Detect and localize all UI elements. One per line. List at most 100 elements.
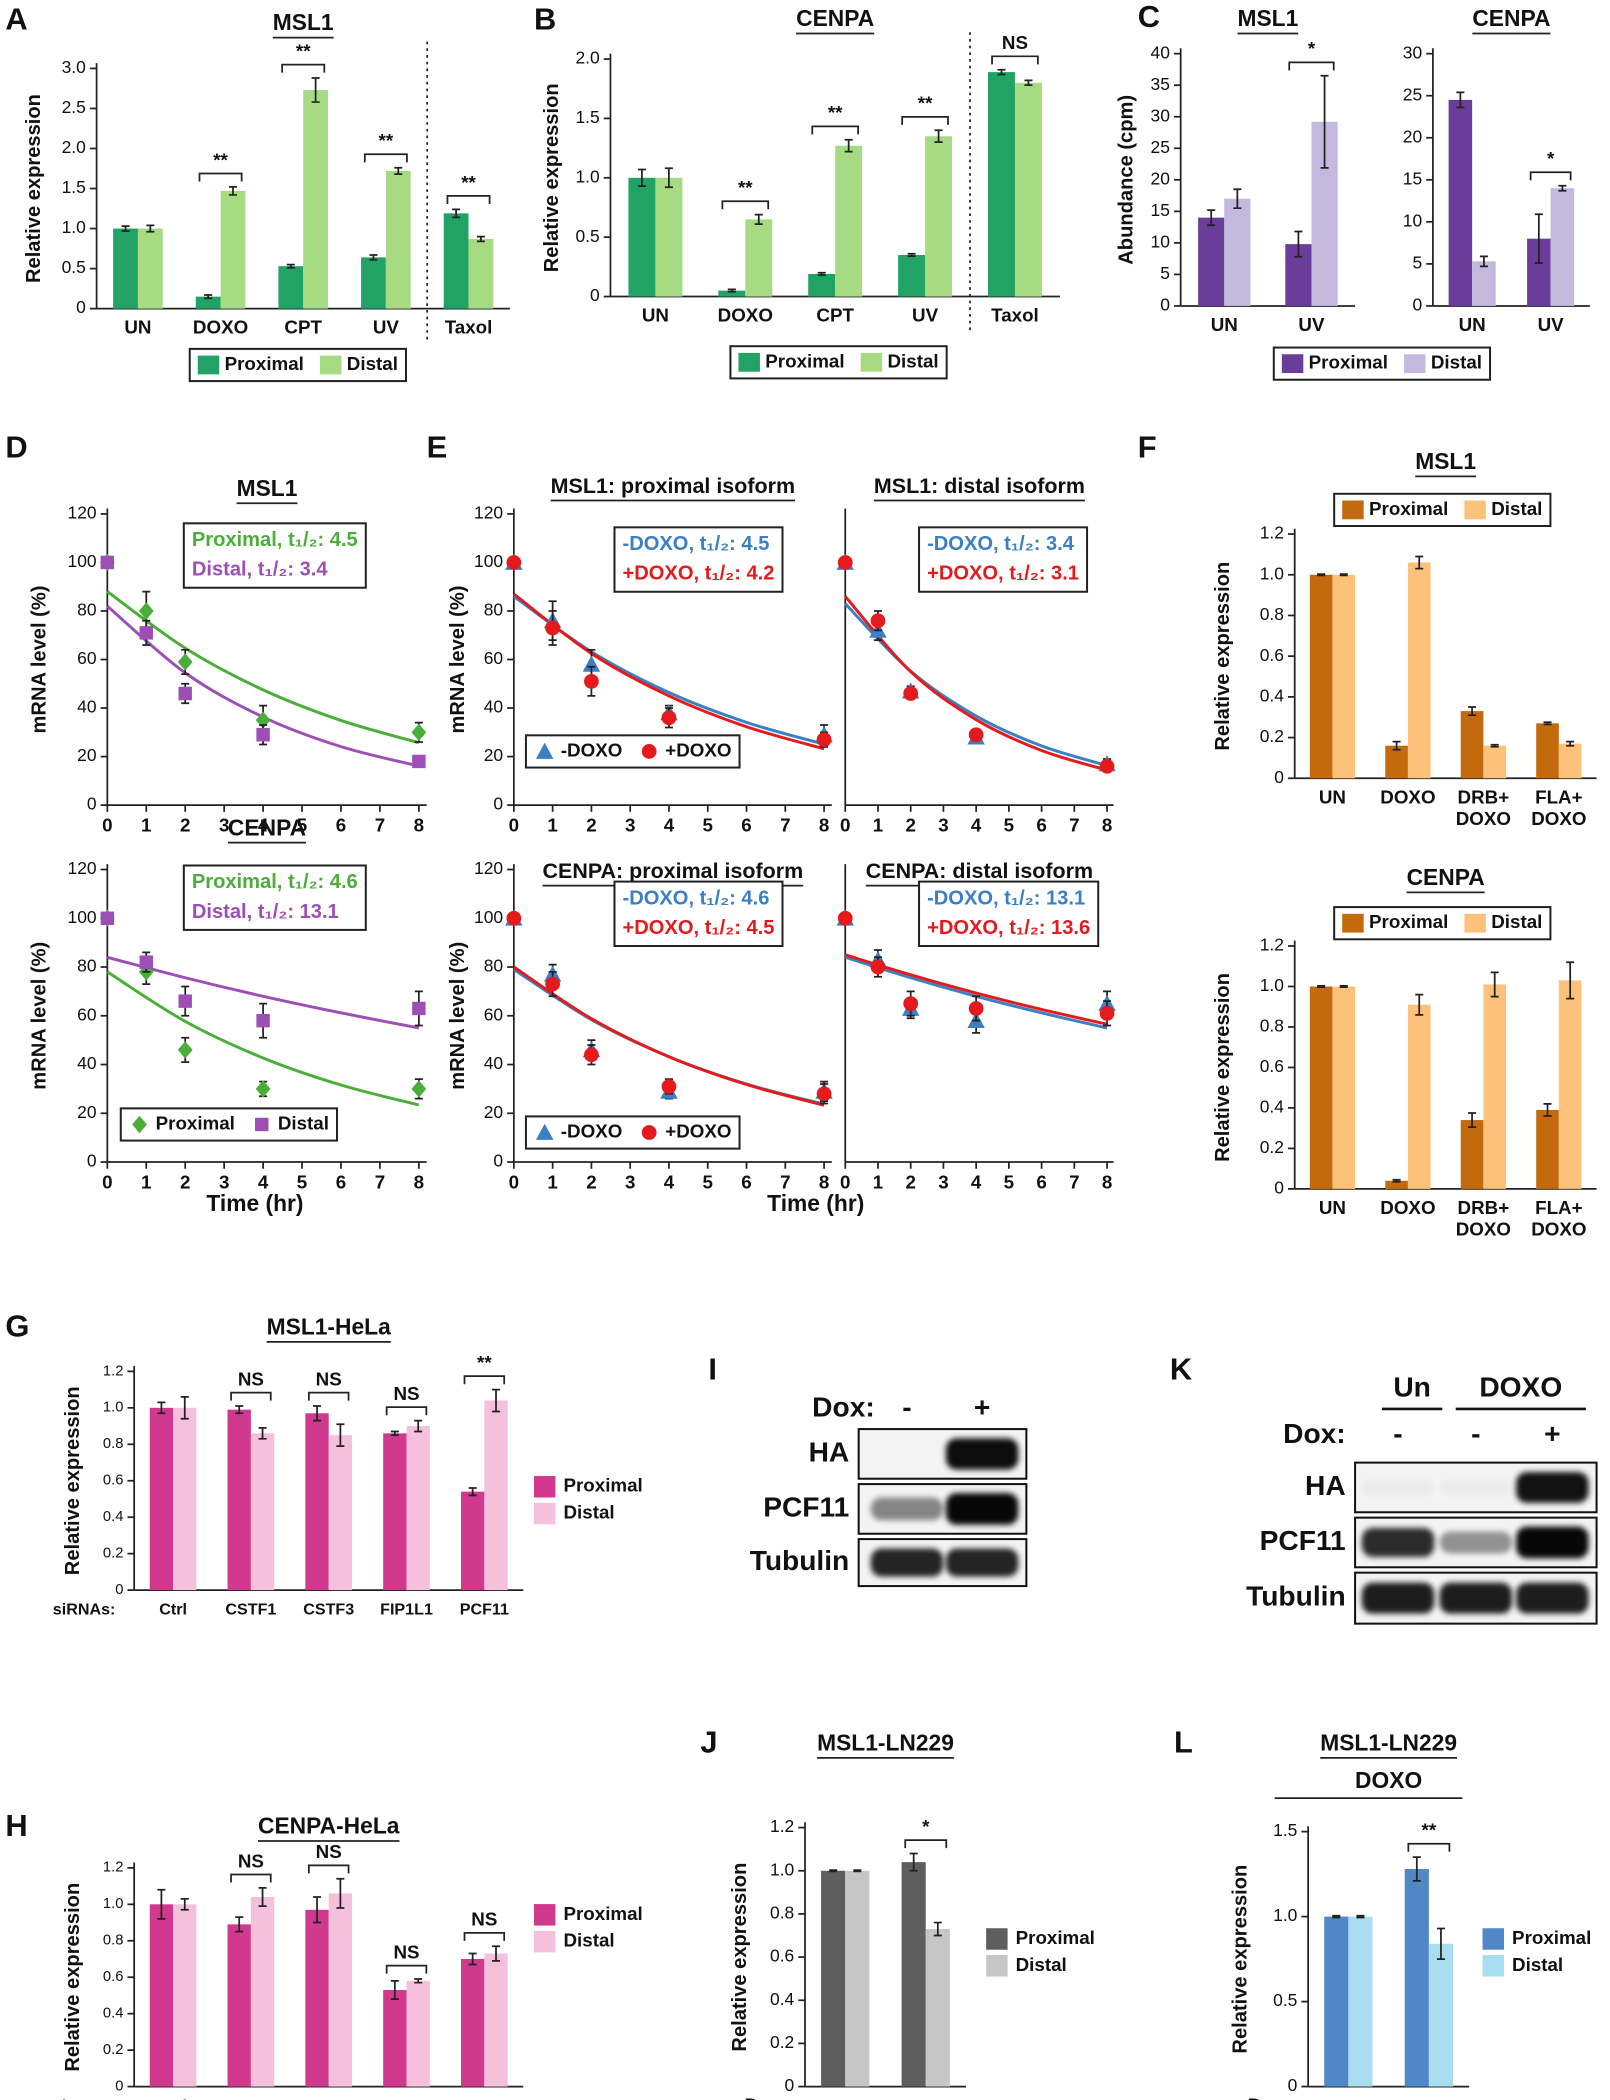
error-bar <box>468 1487 477 1497</box>
x-tick-label: FLA+ DOXO <box>1531 1197 1586 1240</box>
y-tick-label: 120 <box>474 858 503 878</box>
y-tick-label: 0 <box>785 2075 795 2095</box>
x-tick-label: 4 <box>664 815 675 836</box>
y-axis-label: Relative expression <box>62 1883 84 2072</box>
band <box>945 1438 1019 1470</box>
significance-bracket <box>307 1864 350 1874</box>
point <box>545 620 561 636</box>
fit-legend-box <box>613 880 784 948</box>
error-bar <box>1207 209 1216 227</box>
point <box>412 1001 426 1016</box>
band <box>1362 1480 1434 1495</box>
row-label: Tubulin <box>1246 1580 1346 1612</box>
x-tick-label: FIP1L1 <box>380 2097 433 2100</box>
legend-marker <box>255 1117 269 1132</box>
legend-label: Proximal <box>564 1475 643 1496</box>
bar <box>484 1400 508 1591</box>
y-tick-label: 20 <box>1151 168 1171 188</box>
y-tick-label: 0 <box>115 1582 123 1598</box>
significance-bracket <box>901 116 949 125</box>
legend-swatch <box>1342 500 1364 520</box>
legend: Proximal Distal <box>729 345 948 380</box>
x-tick-label: 5 <box>297 815 307 836</box>
significance-bracket <box>1529 171 1572 181</box>
y-tick-label: 40 <box>1151 42 1171 62</box>
legend-label: +DOXO <box>665 1120 731 1141</box>
y-tick-label: 0 <box>1274 1177 1284 1197</box>
error-bar <box>1468 706 1477 717</box>
error-bar <box>1415 993 1424 1016</box>
point <box>178 686 192 701</box>
point <box>968 727 984 743</box>
significance-label: NS <box>238 1368 264 1389</box>
bar <box>1460 1120 1484 1189</box>
point <box>661 1079 677 1094</box>
chart-title: MSL1: proximal isoform <box>551 474 795 498</box>
y-tick-label: 0 <box>493 1151 503 1171</box>
y-tick-label: 30 <box>1403 42 1423 62</box>
y-tick-label: 100 <box>68 907 97 927</box>
x-tick-label: 2 <box>905 1171 915 1192</box>
bar <box>1558 980 1582 1189</box>
fit-line <box>844 602 1108 767</box>
legend-box <box>1333 492 1552 528</box>
bar <box>250 1433 275 1591</box>
significance-label: * <box>1547 148 1555 169</box>
y-tick-label: 1.0 <box>1260 563 1285 583</box>
bar <box>925 136 953 297</box>
error-bar <box>1317 573 1326 577</box>
x-tick-label: 6 <box>336 1171 346 1192</box>
fit-label: +DOXO, t₁/₂: 13.6 <box>927 917 1090 939</box>
x-tick-label: 4 <box>664 1171 675 1192</box>
x-tick-label: Taxol <box>445 317 493 338</box>
y-tick-label: 80 <box>484 956 504 976</box>
point <box>870 959 886 975</box>
point <box>138 602 154 620</box>
significance-bracket <box>1288 61 1335 71</box>
y-axis-label: Relative expression <box>541 83 563 272</box>
panel-letter: A <box>5 2 27 37</box>
bar <box>821 1870 846 2087</box>
error-bar <box>476 235 485 243</box>
band <box>1440 1480 1512 1495</box>
point <box>661 710 677 726</box>
y-tick-label: 25 <box>1403 84 1422 104</box>
error-bar <box>394 166 403 175</box>
y-tick-label: 0 <box>87 794 97 814</box>
bar <box>305 1909 329 2087</box>
legend-marker <box>641 1125 657 1140</box>
legend-label: Distal <box>1491 498 1542 519</box>
lane-label: - <box>1471 1417 1480 1449</box>
error-bar <box>157 1888 166 1920</box>
x-tick-label: Ctrl <box>159 1600 187 1618</box>
y-tick-label: 80 <box>484 600 504 620</box>
bar <box>1014 82 1042 297</box>
row-label: PCF11 <box>1260 1524 1346 1556</box>
point <box>816 1086 832 1102</box>
x-tick-label: 5 <box>1004 1171 1014 1192</box>
y-tick-label: 0.6 <box>103 1473 124 1489</box>
point <box>256 1013 270 1028</box>
y-tick-label: 15 <box>1403 168 1422 188</box>
y-tick-label: 40 <box>484 697 504 717</box>
y-tick-label: 60 <box>77 648 97 668</box>
y-tick-label: 20 <box>484 1102 504 1122</box>
fit-line <box>106 590 420 745</box>
x-tick-label: + <box>920 2095 931 2100</box>
error-bar <box>1543 1103 1552 1117</box>
x-tick-label: 0 <box>509 1171 519 1192</box>
point <box>100 911 115 925</box>
x-tick-label: 3 <box>938 1171 948 1192</box>
error-bar <box>1566 740 1575 747</box>
legend: Proximal Distal <box>119 1107 339 1142</box>
y-tick-label: 40 <box>77 1053 97 1073</box>
bar <box>383 1989 407 2087</box>
x-tick-label: 1 <box>547 815 557 836</box>
y-tick-label: 0.5 <box>575 226 599 246</box>
error-bar <box>414 1978 423 1984</box>
y-tick-label: 0.5 <box>1273 1990 1297 2010</box>
chart-title: CENPA <box>1407 864 1485 890</box>
legend-label: Distal <box>1431 352 1482 373</box>
legend-label: Distal <box>347 353 398 374</box>
